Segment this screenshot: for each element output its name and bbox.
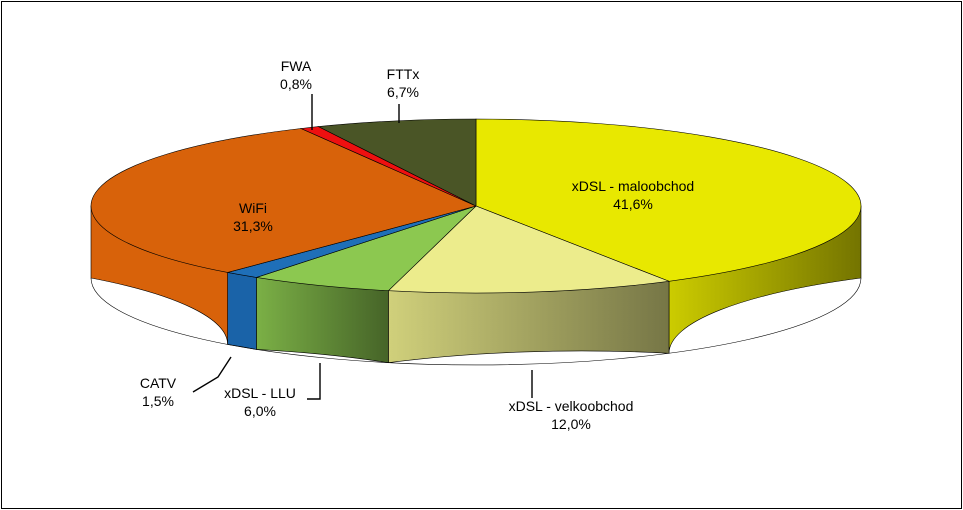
label-value-catv: 1,5% [142,393,174,409]
pie-side-xdsl-llu [256,277,389,364]
pie-slices [90,118,862,294]
pie-side-catv [227,272,257,350]
label-value-wifi: 31,3% [233,218,273,234]
label-name-xdsl-velkoobchod: xDSL - velkoobchod [509,398,634,414]
label-value-xdsl-maloobchod: 41,6% [613,196,653,212]
pie-slice-wifi [90,128,477,273]
label-value-xdsl-velkoobchod: 12,0% [551,416,591,432]
pie-slice-fttx [317,118,477,207]
label-name-fwa: FWA [281,58,312,74]
pie-slice-xdsl-llu [256,205,477,292]
label-name-fttx: FTTx [387,66,420,82]
data-labels: xDSL - maloobchod 41,6% xDSL - velkoobchod… [140,58,694,432]
label-name-xdsl-maloobchod: xDSL - maloobchod [572,178,694,194]
leader-line-xdsl-llu [307,363,321,400]
leader-line-catv [192,356,232,393]
label-name-wifi: WiFi [239,200,267,216]
label-value-fwa: 0,8% [280,76,312,92]
label-value-fttx: 6,7% [387,84,419,100]
label-value-xdsl-llu: 6,0% [244,403,276,419]
pie-slice-xdsl-velkoobchod [387,205,670,294]
pie-slice-xdsl-maloobchod [475,118,862,282]
label-name-xdsl-llu: xDSL - LLU [224,385,296,401]
label-name-catv: CATV [140,375,177,391]
pie-bottom-rim [90,277,862,366]
